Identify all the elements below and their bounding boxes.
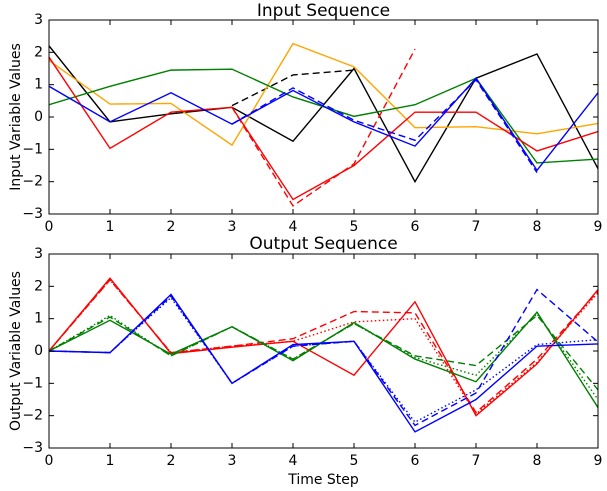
y-tick-label: 2 xyxy=(34,278,43,294)
series-line-6 xyxy=(49,77,598,172)
series-line-3 xyxy=(49,68,598,164)
y-tick-label: 3 xyxy=(34,246,43,262)
x-tick-label: 8 xyxy=(533,453,542,469)
y-tick-label: 0 xyxy=(34,109,43,125)
y-axis-label: Input Variable Values xyxy=(8,43,24,191)
series-group xyxy=(49,42,598,207)
series-line-1 xyxy=(231,69,355,107)
x-tick-label: 7 xyxy=(472,453,481,469)
x-tick-label: 9 xyxy=(594,453,603,469)
series-line-7 xyxy=(49,288,598,427)
series-line-1 xyxy=(49,278,598,414)
x-tick-label: 8 xyxy=(533,219,542,235)
series-line-5 xyxy=(231,48,416,207)
y-tick-label: −2 xyxy=(22,174,43,190)
x-tick-label: 6 xyxy=(411,453,420,469)
plot-frame xyxy=(48,253,599,449)
chart-title: Input Sequence xyxy=(257,1,390,21)
y-tick-label: 1 xyxy=(34,311,43,327)
chart-title: Output Sequence xyxy=(249,234,397,254)
x-tick-label: 7 xyxy=(472,219,481,235)
y-tick-label: −1 xyxy=(22,141,43,157)
output-sequence-chart: Output Sequence Output Variable Values Tim… xyxy=(8,234,602,488)
y-tick-label: −1 xyxy=(22,375,43,391)
series-line-7 xyxy=(231,78,538,173)
series-group xyxy=(49,277,598,433)
x-tick-label: 2 xyxy=(167,453,176,469)
series-line-8 xyxy=(49,296,598,424)
x-tick-label: 3 xyxy=(228,219,237,235)
x-tick-label: 4 xyxy=(289,453,298,469)
x-tick-label: 3 xyxy=(228,453,237,469)
x-axis-label: Time Step xyxy=(287,472,359,488)
y-tick-label: 2 xyxy=(34,44,43,60)
plot-frame xyxy=(48,19,599,215)
series-line-6 xyxy=(49,293,598,433)
series-line-4 xyxy=(49,56,598,201)
x-tick-label: 9 xyxy=(594,219,603,235)
series-line-2 xyxy=(49,42,598,147)
x-tick-label: 0 xyxy=(45,219,54,235)
y-tick-label: 1 xyxy=(34,77,43,93)
x-tick-label: 0 xyxy=(45,453,54,469)
series-line-0 xyxy=(49,45,598,184)
y-tick-label: 3 xyxy=(34,12,43,28)
y-tick-label: −2 xyxy=(22,408,43,424)
y-axis-label: Output Variable Values xyxy=(8,271,24,431)
input-sequence-chart: Input Sequence Input Variable Values 0 1 2 3 4… xyxy=(8,1,602,235)
y-tick-label: −3 xyxy=(22,440,43,456)
y-tick-label: 0 xyxy=(34,343,43,359)
x-tick-label: 1 xyxy=(106,453,115,469)
y-tick-label: −3 xyxy=(22,206,43,222)
x-tick-label: 6 xyxy=(411,219,420,235)
series-line-0 xyxy=(49,277,598,417)
x-tick-label: 5 xyxy=(350,453,359,469)
series-line-2 xyxy=(49,278,598,416)
x-tick-label: 5 xyxy=(350,219,359,235)
x-tick-label: 4 xyxy=(289,219,298,235)
x-tick-label: 1 xyxy=(106,219,115,235)
x-tick-label: 2 xyxy=(167,219,176,235)
